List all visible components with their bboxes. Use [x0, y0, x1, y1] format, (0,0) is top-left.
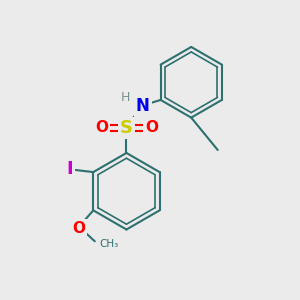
Text: N: N	[136, 97, 150, 115]
Text: I: I	[66, 160, 73, 178]
Text: O: O	[95, 120, 108, 135]
Text: S: S	[120, 119, 133, 137]
Text: CH₃: CH₃	[99, 239, 119, 249]
Text: H: H	[120, 91, 130, 104]
Text: O: O	[145, 120, 158, 135]
Text: O: O	[72, 220, 85, 236]
